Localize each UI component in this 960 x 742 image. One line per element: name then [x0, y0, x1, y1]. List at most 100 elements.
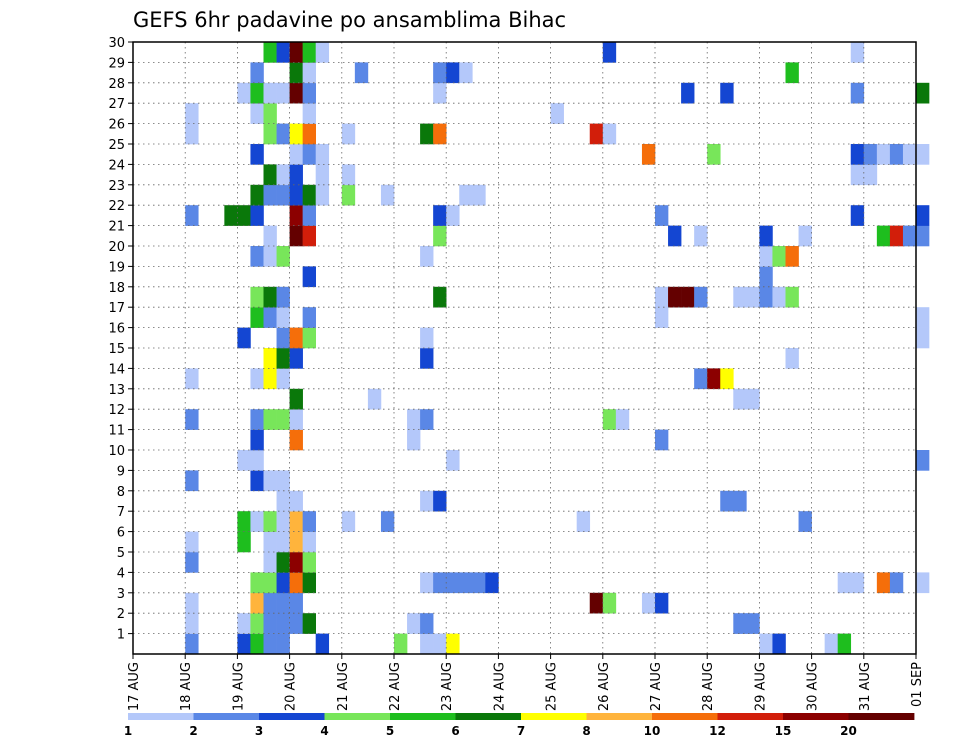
heatmap-cell: [289, 348, 303, 369]
heatmap-cell: [185, 123, 199, 145]
heatmap-cell: [446, 572, 460, 594]
y-tick-label: 28: [108, 77, 125, 92]
heatmap-cell: [341, 123, 356, 145]
heatmap-cell: [276, 327, 290, 349]
heatmap-cell: [276, 490, 290, 512]
x-tick-label: 30 AUG: [806, 662, 821, 711]
heatmap-cell: [850, 572, 865, 594]
heatmap-cell: [263, 592, 277, 614]
heatmap-cell: [289, 123, 303, 145]
heatmap-cell: [459, 572, 473, 594]
heatmap-cell: [289, 490, 303, 512]
heatmap-cell: [733, 490, 747, 512]
heatmap-cell: [289, 592, 303, 614]
colorbar-label: 7: [517, 724, 525, 738]
heatmap-cell: [276, 42, 290, 63]
heatmap-cell: [315, 42, 330, 63]
heatmap-cell: [863, 144, 878, 165]
colorbar-label: 8: [582, 724, 590, 738]
heatmap-cell: [837, 633, 852, 655]
heatmap-cell: [302, 42, 316, 63]
heatmap-cell: [302, 82, 316, 104]
colorbar-swatch: [128, 713, 194, 720]
heatmap-cell: [185, 205, 199, 226]
colorbar-swatch: [455, 713, 522, 720]
x-tick-label: 18 AUG: [179, 662, 194, 711]
x-tick-label: 27 AUG: [649, 662, 664, 711]
heatmap-cell: [289, 327, 303, 349]
heatmap-cell: [289, 144, 303, 165]
heatmap-cell: [276, 164, 290, 186]
heatmap-cell: [850, 42, 865, 63]
heatmap-cell: [289, 42, 303, 63]
heatmap-cell: [916, 307, 930, 328]
heatmap-cell: [263, 368, 277, 390]
heatmap-cell: [250, 246, 264, 267]
heatmap-cell: [681, 82, 695, 104]
heatmap-cell: [485, 572, 499, 594]
heatmap-cell: [250, 470, 264, 492]
heatmap-cell: [863, 164, 878, 186]
heatmap-cell: [472, 184, 486, 206]
heatmap-cell: [394, 633, 408, 655]
heatmap-cell: [420, 246, 434, 267]
heatmap-cell: [759, 266, 773, 288]
heatmap-cell: [876, 144, 891, 165]
x-tick-label: 19 AUG: [231, 662, 246, 711]
heatmap-cell: [655, 286, 669, 308]
heatmap-cell: [237, 531, 251, 553]
heatmap-cell: [655, 592, 669, 614]
heatmap-cell: [889, 144, 904, 165]
heatmap-cell: [289, 388, 303, 410]
heatmap-cell: [289, 205, 303, 226]
heatmap-cell: [341, 511, 356, 532]
heatmap-cell: [237, 205, 251, 226]
heatmap-cell: [446, 450, 460, 471]
heatmap-cell: [850, 205, 865, 226]
heatmap-cell: [276, 470, 290, 492]
heatmap-cell: [876, 225, 891, 247]
heatmap-cell: [720, 368, 734, 390]
heatmap-cell: [472, 572, 486, 594]
y-tick-label: 5: [117, 546, 125, 561]
y-tick-label: 27: [108, 97, 125, 112]
x-tick-label: 24 AUG: [492, 662, 507, 711]
y-tick-label: 20: [108, 240, 125, 255]
heatmap-cell: [916, 450, 930, 471]
heatmap-cell: [263, 103, 277, 124]
x-tick-label: 21 AUG: [336, 662, 351, 711]
colorbar-swatch: [390, 713, 456, 720]
heatmap-cell: [407, 409, 421, 430]
y-tick-label: 11: [108, 424, 125, 439]
heatmap-cell: [433, 572, 447, 594]
x-tick-label: 01 SEP: [910, 662, 925, 707]
heatmap-cell: [224, 205, 238, 226]
heatmap-cell: [263, 511, 277, 532]
heatmap-cell: [276, 184, 290, 206]
heatmap-cell: [250, 511, 264, 532]
x-tick-label: 28 AUG: [701, 662, 716, 711]
heatmap-cell: [902, 225, 917, 247]
colorbar-label: 3: [255, 724, 263, 738]
heatmap-cell: [276, 592, 290, 614]
heatmap-cell: [341, 164, 356, 186]
y-tick-label: 19: [108, 260, 125, 275]
heatmap-cell: [380, 184, 395, 206]
heatmap-cell: [420, 613, 434, 634]
heatmap-cell: [289, 613, 303, 634]
heatmap-cell: [589, 123, 604, 145]
colorbar-swatch: [717, 713, 784, 720]
y-tick-label: 12: [108, 403, 125, 418]
heatmap-cell: [602, 409, 617, 430]
heatmap-cell: [250, 409, 264, 430]
heatmap-cell: [916, 225, 930, 247]
y-tick-label: 23: [108, 179, 125, 194]
heatmap-cell: [185, 470, 199, 492]
heatmap-cell: [668, 225, 682, 247]
heatmap-cell: [759, 246, 773, 267]
heatmap-cell: [276, 286, 290, 308]
heatmap-cell: [641, 592, 656, 614]
heatmap-cell: [641, 144, 656, 165]
heatmap-cell: [302, 225, 316, 247]
heatmap-cell: [302, 123, 316, 145]
